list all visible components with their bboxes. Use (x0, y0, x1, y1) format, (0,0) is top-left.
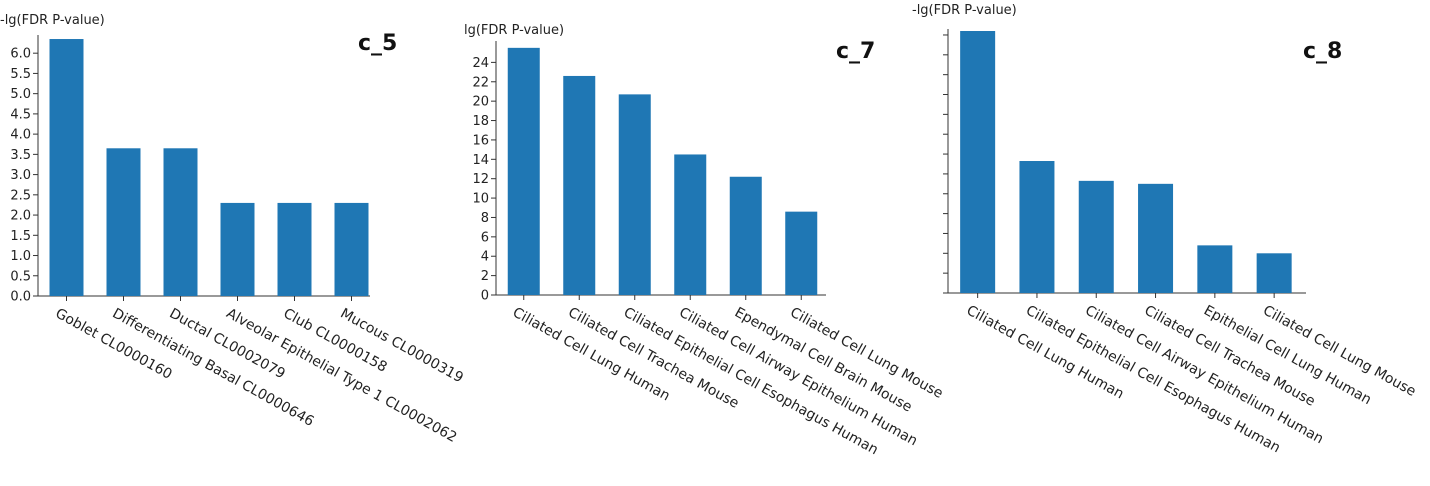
x-tick-label: Alveolar Epithelial Type 1 CL0002062 (224, 306, 460, 446)
y-axis-label: -lg(FDR P-value) (0, 13, 105, 28)
y-axis-label: -lg(FDR P-value) (912, 3, 1017, 18)
y-tick-label: 10 (472, 192, 489, 207)
chart-title: c_8 (1303, 39, 1342, 64)
y-tick-label: 0.0 (10, 290, 31, 305)
bar (507, 47, 540, 295)
y-tick-label: 4 (481, 250, 489, 265)
bar (334, 202, 369, 296)
bar (220, 202, 255, 296)
bar (785, 211, 818, 295)
y-tick-label: 14 (472, 153, 489, 168)
bar (1078, 180, 1114, 293)
bar (106, 148, 141, 296)
chart-title: c_5 (358, 31, 397, 56)
bar (1197, 245, 1233, 293)
y-tick-label: 1.5 (10, 229, 31, 244)
y-tick-label: 4.5 (10, 107, 31, 122)
chart-title: c_7 (836, 39, 875, 64)
bar (49, 39, 84, 296)
bar (277, 202, 312, 296)
y-tick-label: 18 (472, 114, 489, 129)
y-tick-label: 1.0 (10, 249, 31, 264)
y-tick-label: 0.5 (10, 269, 31, 284)
y-tick-label: 5.0 (10, 87, 31, 102)
y-tick-label: 12 (472, 172, 489, 187)
bar (1138, 183, 1174, 293)
y-tick-label: 16 (472, 133, 489, 148)
y-tick-label: 8 (481, 211, 489, 226)
bar (563, 75, 596, 295)
chart-c7: c_7 lg(FDR P-value) 02468101214161820222… (464, 23, 946, 458)
y-axis-label: lg(FDR P-value) (464, 23, 564, 38)
y-tick-label: 20 (472, 95, 489, 110)
y-tick-label: 5.5 (10, 67, 31, 82)
bar (618, 94, 651, 295)
y-tick-label: 3.0 (10, 168, 31, 183)
y-tick-label: 2 (481, 269, 489, 284)
y-tick-label: 6.0 (10, 47, 31, 62)
y-tick-label: 2.0 (10, 209, 31, 224)
bar (960, 31, 996, 293)
bar (1019, 161, 1055, 293)
bar (674, 154, 707, 295)
x-tick-label: Ciliated Cell Airway Epithelium Human (676, 305, 920, 450)
y-tick-label: 6 (481, 230, 489, 245)
bar (729, 176, 762, 295)
y-tick-label: 4.0 (10, 128, 31, 143)
y-tick-label: 2.5 (10, 188, 31, 203)
bar (1256, 253, 1292, 293)
chart-c8: c_8 -lg(FDR P-value) Ciliated Cell Lung … (912, 3, 1419, 456)
bar (163, 148, 198, 296)
y-tick-label: 24 (472, 56, 489, 71)
y-tick-label: 0 (481, 289, 489, 304)
y-tick-label: 22 (472, 75, 489, 90)
y-tick-label: 3.5 (10, 148, 31, 163)
chart-c5: c_5 -lg(FDR P-value) 0.0 0.5 1.0 1.5 2.0 2.5 3… (0, 13, 466, 446)
